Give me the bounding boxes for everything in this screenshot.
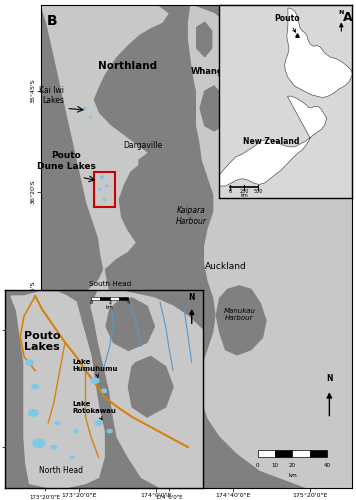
Ellipse shape xyxy=(55,422,60,424)
Text: 2: 2 xyxy=(108,300,111,305)
Bar xyxy=(91,297,100,300)
Text: New Zealand: New Zealand xyxy=(243,137,299,146)
Text: Kai Iwi
Lakes: Kai Iwi Lakes xyxy=(39,86,64,105)
Ellipse shape xyxy=(26,360,33,365)
Polygon shape xyxy=(189,5,352,488)
Text: 10: 10 xyxy=(272,463,279,468)
Ellipse shape xyxy=(95,421,102,425)
Text: Northland: Northland xyxy=(98,61,157,71)
Bar xyxy=(310,450,327,458)
Text: N: N xyxy=(326,374,333,382)
Text: 20: 20 xyxy=(289,463,296,468)
Text: Kaipara
Harbour: Kaipara Harbour xyxy=(176,206,206,226)
Text: Pouto
Lakes: Pouto Lakes xyxy=(24,331,61,352)
Polygon shape xyxy=(216,286,266,355)
Bar xyxy=(119,297,129,300)
Ellipse shape xyxy=(51,446,57,449)
Text: Lake
Humuhumu: Lake Humuhumu xyxy=(72,358,118,378)
Polygon shape xyxy=(119,152,185,258)
Ellipse shape xyxy=(74,430,78,432)
Text: km: km xyxy=(240,193,248,198)
Text: 500: 500 xyxy=(253,189,263,194)
Ellipse shape xyxy=(89,116,91,118)
Text: Auckland: Auckland xyxy=(205,262,246,270)
Text: km: km xyxy=(106,304,114,310)
Text: 40: 40 xyxy=(324,463,331,468)
Bar xyxy=(292,450,310,458)
Ellipse shape xyxy=(105,185,108,187)
Polygon shape xyxy=(129,356,173,417)
Text: N: N xyxy=(188,293,195,302)
Ellipse shape xyxy=(108,430,112,432)
Polygon shape xyxy=(41,5,168,332)
Polygon shape xyxy=(11,292,104,488)
Bar xyxy=(94,172,115,206)
Text: 4: 4 xyxy=(127,300,130,305)
Polygon shape xyxy=(284,8,352,98)
Text: Whangarei: Whangarei xyxy=(190,67,242,76)
Text: 250: 250 xyxy=(239,189,248,194)
Polygon shape xyxy=(91,290,203,488)
Text: Pouto: Pouto xyxy=(274,14,300,32)
Bar xyxy=(258,450,275,458)
Text: Manukau
Harbour: Manukau Harbour xyxy=(223,308,255,322)
Polygon shape xyxy=(200,86,228,131)
Text: Dargaville: Dargaville xyxy=(123,141,162,150)
Polygon shape xyxy=(106,298,155,350)
Text: B: B xyxy=(47,14,57,28)
Ellipse shape xyxy=(32,384,38,389)
Ellipse shape xyxy=(91,378,99,383)
Text: 0: 0 xyxy=(89,300,93,305)
Text: 0: 0 xyxy=(229,189,232,194)
Text: Lake
Rotokawau: Lake Rotokawau xyxy=(72,401,116,420)
Ellipse shape xyxy=(70,456,74,458)
Text: km: km xyxy=(288,473,297,478)
Text: N: N xyxy=(339,10,344,14)
Bar xyxy=(275,450,292,458)
Bar xyxy=(110,297,119,300)
Ellipse shape xyxy=(33,439,45,447)
Polygon shape xyxy=(218,96,327,186)
Ellipse shape xyxy=(101,176,104,179)
Text: North Head: North Head xyxy=(39,466,83,475)
Ellipse shape xyxy=(28,410,38,416)
Ellipse shape xyxy=(103,198,105,201)
Text: Pouto
Dune Lakes: Pouto Dune Lakes xyxy=(37,152,96,171)
Text: A: A xyxy=(343,11,353,24)
Ellipse shape xyxy=(84,107,86,110)
Text: 0: 0 xyxy=(256,463,260,468)
Text: South Head: South Head xyxy=(89,281,131,287)
Ellipse shape xyxy=(102,389,106,392)
Polygon shape xyxy=(197,22,212,56)
Ellipse shape xyxy=(99,188,101,190)
Bar xyxy=(100,297,110,300)
